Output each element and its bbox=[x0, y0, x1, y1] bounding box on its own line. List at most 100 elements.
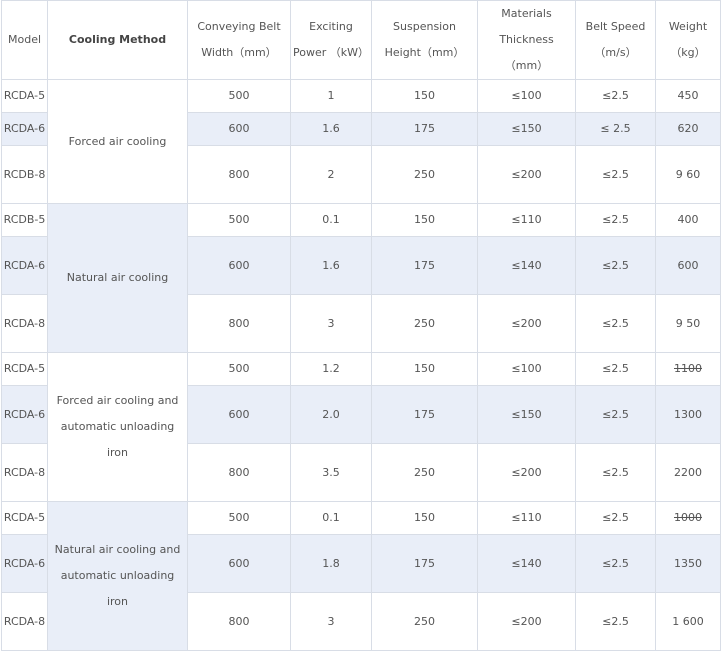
cell-materials-thickness: ≤140 bbox=[477, 236, 576, 295]
cell-exciting-power: 3 bbox=[290, 592, 372, 651]
cell-belt-speed: ≤ 2.5 bbox=[575, 112, 656, 146]
header-materials-thickness: Materials Thickness （mm） bbox=[477, 0, 576, 80]
cell-weight: 1300 bbox=[655, 385, 721, 444]
cell-model: RCDB-8 bbox=[1, 145, 48, 204]
cell-suspension-height: 150 bbox=[371, 501, 478, 535]
table-row: RCDA-8 800 3 250 ≤200 ≤2.5 9 50 bbox=[1, 294, 721, 353]
header-cooling-method: Cooling Method bbox=[47, 0, 188, 80]
cell-weight: 1350 bbox=[655, 534, 721, 593]
cell-materials-thickness: ≤200 bbox=[477, 592, 576, 651]
cell-cooling-method: Natural air cooling bbox=[47, 203, 188, 353]
cell-exciting-power: 2.0 bbox=[290, 385, 372, 444]
cell-suspension-height: 150 bbox=[371, 352, 478, 386]
cell-materials-thickness: ≤200 bbox=[477, 294, 576, 353]
cell-model: RCDA-6 bbox=[1, 112, 48, 146]
cell-model: RCDA-8 bbox=[1, 443, 48, 502]
table-row: RCDA-5 Natural air cooling and automatic … bbox=[1, 501, 721, 651]
cell-belt-speed: ≤2.5 bbox=[575, 443, 656, 502]
cell-suspension-height: 175 bbox=[371, 534, 478, 593]
cell-model: RCDA-6 bbox=[1, 385, 48, 444]
cell-model: RCDB-5 bbox=[1, 203, 48, 237]
cell-exciting-power: 1.8 bbox=[290, 534, 372, 593]
header-exciting-power: Exciting Power （kW） bbox=[290, 0, 372, 80]
cell-belt-speed: ≤2.5 bbox=[575, 534, 656, 593]
cell-model: RCDA-5 bbox=[1, 79, 48, 113]
cell-belt-width: 800 bbox=[187, 592, 291, 651]
cell-model: RCDA-5 bbox=[1, 352, 48, 386]
table-row: RCDB-5 Natural air cooling 500 0.1 150 ≤110 ≤2… bbox=[1, 203, 721, 353]
cell-weight: 9 60 bbox=[655, 145, 721, 204]
cell-suspension-height: 250 bbox=[371, 592, 478, 651]
table-row: RCDA-5 Forced air cooling 500 1 150 ≤100 ≤2.5 4… bbox=[1, 79, 721, 204]
cell-belt-width: 800 bbox=[187, 294, 291, 353]
table-body: RCDA-5 Forced air cooling 500 1 150 ≤100 ≤2.5 4… bbox=[1, 79, 721, 651]
header-model: Model bbox=[1, 0, 48, 80]
cell-weight: 450 bbox=[655, 79, 721, 113]
header-suspension-height: Suspension Height（mm） bbox=[371, 0, 478, 80]
header-row: Model Cooling Method Conveying Belt Widt… bbox=[1, 0, 721, 80]
cell-belt-width: 500 bbox=[187, 79, 291, 113]
cell-belt-speed: ≤2.5 bbox=[575, 385, 656, 444]
cell-belt-speed: ≤2.5 bbox=[575, 203, 656, 237]
header-belt-speed: Belt Speed （m/s） bbox=[575, 0, 656, 80]
header-conveying-belt-width: Conveying Belt Width（mm） bbox=[187, 0, 291, 80]
cell-suspension-height: 175 bbox=[371, 385, 478, 444]
cell-materials-thickness: ≤110 bbox=[477, 203, 576, 237]
cell-exciting-power: 2 bbox=[290, 145, 372, 204]
cell-cooling-method: Forced air cooling and automatic unloadi… bbox=[47, 352, 188, 502]
cell-exciting-power: 0.1 bbox=[290, 501, 372, 535]
cell-belt-speed: ≤2.5 bbox=[575, 294, 656, 353]
cell-weight: 9 50 bbox=[655, 294, 721, 353]
cell-belt-width: 600 bbox=[187, 534, 291, 593]
cell-suspension-height: 150 bbox=[371, 203, 478, 237]
cell-materials-thickness: ≤100 bbox=[477, 352, 576, 386]
cell-suspension-height: 250 bbox=[371, 294, 478, 353]
header-weight: Weight （kg） bbox=[655, 0, 721, 80]
cell-materials-thickness: ≤140 bbox=[477, 534, 576, 593]
cell-materials-thickness: ≤150 bbox=[477, 112, 576, 146]
cell-weight: 620 bbox=[655, 112, 721, 146]
cell-belt-width: 500 bbox=[187, 203, 291, 237]
table-row: RCDA-6 600 1.6 175 ≤140 ≤2.5 600 bbox=[1, 236, 721, 295]
cell-belt-speed: ≤2.5 bbox=[575, 79, 656, 113]
table-row: RCDA-8 800 3 250 ≤200 ≤2.5 1 600 bbox=[1, 592, 721, 651]
cell-cooling-method: Natural air cooling and automatic unload… bbox=[47, 501, 188, 651]
table-row: RCDA-6 600 1.6 175 ≤150 ≤ 2.5 620 bbox=[1, 112, 721, 146]
cell-model: RCDA-5 bbox=[1, 501, 48, 535]
cell-belt-speed: ≤2.5 bbox=[575, 145, 656, 204]
cell-exciting-power: 3.5 bbox=[290, 443, 372, 502]
table-row: RCDA-6 600 1.8 175 ≤140 ≤2.5 1350 bbox=[1, 534, 721, 593]
cell-exciting-power: 0.1 bbox=[290, 203, 372, 237]
cell-suspension-height: 250 bbox=[371, 145, 478, 204]
cell-suspension-height: 150 bbox=[371, 79, 478, 113]
cell-weight: 400 bbox=[655, 203, 721, 237]
cell-belt-width: 500 bbox=[187, 352, 291, 386]
cell-weight: 600 bbox=[655, 236, 721, 295]
cell-exciting-power: 1.2 bbox=[290, 352, 372, 386]
table-row: RCDA-8 800 3.5 250 ≤200 ≤2.5 2200 bbox=[1, 443, 721, 502]
cell-belt-speed: ≤2.5 bbox=[575, 501, 656, 535]
cell-belt-speed: ≤2.5 bbox=[575, 352, 656, 386]
cell-suspension-height: 175 bbox=[371, 112, 478, 146]
cell-cooling-method: Forced air cooling bbox=[47, 79, 188, 204]
cell-weight: 2200 bbox=[655, 443, 721, 502]
cell-materials-thickness: ≤200 bbox=[477, 145, 576, 204]
cell-suspension-height: 175 bbox=[371, 236, 478, 295]
cell-belt-width: 800 bbox=[187, 443, 291, 502]
cell-exciting-power: 1 bbox=[290, 79, 372, 113]
cell-weight: 1000 bbox=[655, 501, 721, 535]
table-row: RCDA-5 Forced air cooling and automatic u… bbox=[1, 352, 721, 502]
cell-model: RCDA-6 bbox=[1, 236, 48, 295]
cell-belt-speed: ≤2.5 bbox=[575, 236, 656, 295]
cell-belt-width: 600 bbox=[187, 385, 291, 444]
cell-belt-width: 600 bbox=[187, 236, 291, 295]
cell-materials-thickness: ≤100 bbox=[477, 79, 576, 113]
cell-suspension-height: 250 bbox=[371, 443, 478, 502]
cell-model: RCDA-8 bbox=[1, 592, 48, 651]
cell-materials-thickness: ≤150 bbox=[477, 385, 576, 444]
cell-belt-width: 500 bbox=[187, 501, 291, 535]
cell-exciting-power: 1.6 bbox=[290, 236, 372, 295]
cell-materials-thickness: ≤110 bbox=[477, 501, 576, 535]
cell-exciting-power: 1.6 bbox=[290, 112, 372, 146]
